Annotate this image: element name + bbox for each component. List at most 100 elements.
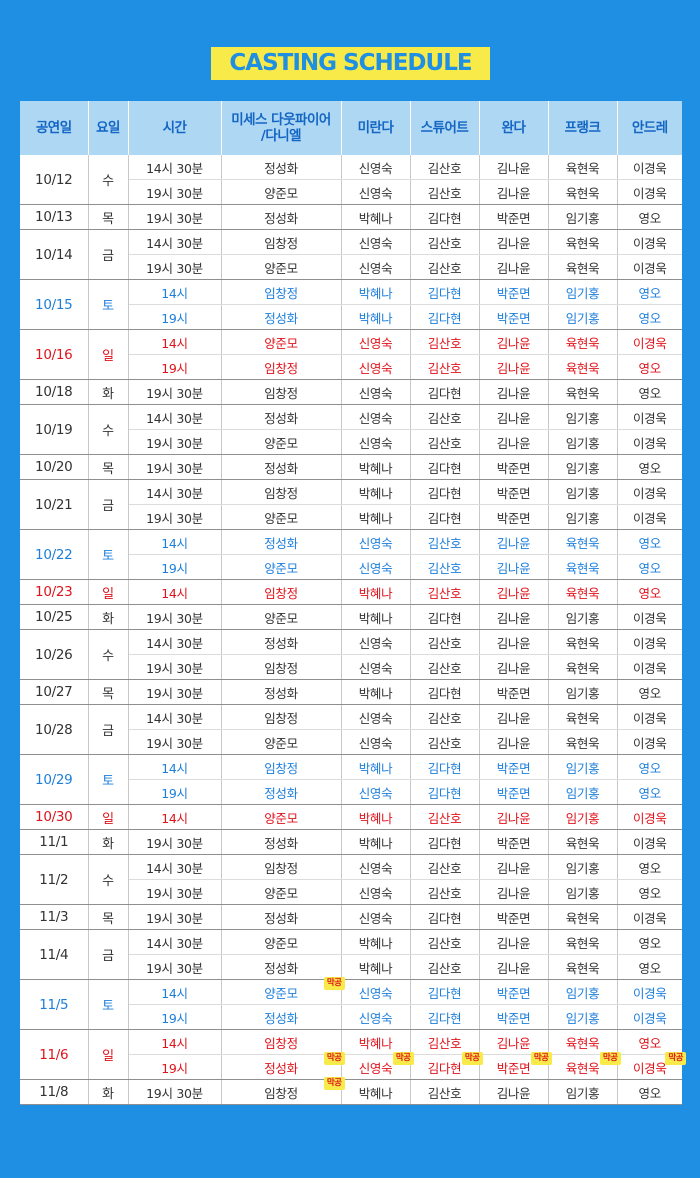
cast-miranda: 박혜나 [341,454,411,480]
performance-time: 19시 [128,1004,222,1030]
cast-wanda: 김나윤 [479,704,549,730]
performance-weekday: 화 [88,1079,129,1105]
cast-name: 박준면 [496,685,531,701]
cast-daniel: 임창정 막공 [221,1077,345,1105]
cast-name: 신영숙 [358,635,393,651]
cast-name: 영오 [638,760,662,776]
cast-wanda: 김나윤 [479,354,549,380]
cast-name: 양준모 [264,335,298,351]
performance-date: 10/25 [20,604,89,630]
performance-date: 10/15 [20,279,89,330]
performance-date: 10/28 [20,704,89,755]
cast-andre: 영오 [617,279,682,305]
cast-andre: 이경욱 [617,804,682,830]
cast-name: 임창정 [264,585,298,601]
cast-name: 박혜나 [358,1035,393,1051]
performance-time: 19시 30분 [128,679,222,705]
cast-name: 박혜나 [358,760,393,776]
cast-name: 양준모 [264,560,298,576]
cast-name: 영오 [638,1085,662,1101]
cast-name: 임기홍 [565,435,600,451]
cast-daniel: 임창정 [221,654,342,680]
cast-frank: 임기홍 [548,779,618,805]
cast-name: 김다현 [427,510,462,526]
cast-name: 신영숙 [358,660,393,676]
cast-stuart: 김다현 [410,779,480,805]
cast-stuart: 김산호 [410,329,480,355]
cast-stuart: 김다현 막공 [410,1052,483,1080]
cast-name: 정성화 [264,1010,298,1026]
cast-name: 김다현 [427,910,462,926]
cast-daniel: 임창정 [221,754,342,780]
cast-miranda: 신영숙 [341,779,411,805]
cast-frank: 육현욱 [548,379,618,405]
cast-wanda: 김나윤 [479,1029,549,1055]
cast-frank: 육현욱 [548,1029,618,1055]
cast-wanda: 박준면 [479,829,549,855]
cast-name: 김산호 [427,535,462,551]
cast-name: 김나윤 [496,410,531,426]
cast-stuart: 김산호 [410,354,480,380]
cast-miranda: 신영숙 [341,629,411,655]
cast-name: 영오 [638,360,662,376]
cast-name: 신영숙 [358,710,393,726]
cast-name: 영오 [638,860,662,876]
schedule-row: 10/20 목 19시 30분 정성화 박혜나 김다현 박준면 임기홍 영오 [20,454,682,480]
cast-name: 영오 [638,210,662,226]
cast-name: 육현욱 [565,835,600,851]
table-header: 공연일 요일 시간 미세스 다웃파이어/다니엘 미란다 스튜어트 완다 프랭크 안드레 [20,101,682,155]
cast-name: 정성화 [264,210,298,226]
cast-daniel: 양준모 [221,604,342,630]
performance-date: 10/16 [20,329,89,380]
schedule-row: 11/1 화 19시 30분 정성화 박혜나 김다현 박준면 육현욱 이경욱 [20,829,682,855]
cast-name: 신영숙 [358,410,393,426]
cast-name: 김산호 [427,810,462,826]
cast-frank: 임기홍 [548,754,618,780]
cast-frank: 육현욱 [548,654,618,680]
cast-name: 이경욱 [632,410,667,426]
cast-name: 김다현 [427,210,462,226]
cast-name: 신영숙 [358,1060,393,1076]
cast-stuart: 김다현 [410,204,480,230]
cast-miranda: 박혜나 [341,579,411,605]
performance-date: 10/26 [20,629,89,680]
cast-daniel: 양준모 [221,804,342,830]
schedule-row: 10/16 일 14시 양준모 신영숙 김산호 김나윤 육현욱 이경욱 [20,329,682,380]
performance-date: 11/8 [20,1079,89,1105]
cast-wanda: 김나윤 [479,229,549,255]
cast-stuart: 김산호 [410,1079,480,1105]
cast-daniel: 정성화 [221,155,342,180]
cast-wanda: 박준면 [479,779,549,805]
cast-daniel: 양준모 [221,929,342,955]
cast-name: 이경욱 [632,710,667,726]
cast-wanda: 김나윤 [479,854,549,880]
cast-name: 이경욱 [632,835,667,851]
schedule-row: 11/2 수 14시 30분 임창정 신영숙 김산호 김나윤 임기홍 영오 [20,854,682,905]
cast-name: 신영숙 [358,335,393,351]
cast-name: 육현욱 [565,585,600,601]
cast-daniel: 임창정 [221,704,342,730]
schedule-row: 10/13 목 19시 30분 정성화 박혜나 김다현 박준면 임기홍 영오 [20,204,682,230]
cast-name: 이경욱 [632,235,667,251]
cast-wanda: 김나윤 [479,654,549,680]
cast-frank: 육현욱 [548,579,618,605]
cast-frank: 육현욱 [548,179,618,205]
cast-daniel: 정성화 [221,829,342,855]
cast-name: 임창정 [264,385,298,401]
cast-stuart: 김다현 [410,904,480,930]
performance-date: 10/21 [20,479,89,530]
schedule-row: 19시 30분 양준모 신영숙 김산호 김나윤 육현욱 이경욱 [20,179,682,205]
cast-wanda: 김나윤 [479,879,549,905]
cast-name: 임기홍 [565,410,600,426]
cast-frank: 임기홍 [548,979,618,1005]
cast-andre: 이경욱 막공 [617,1052,686,1080]
cast-name: 임기홍 [565,1010,600,1026]
schedule-row: 19시 30분 양준모 신영숙 김산호 김나윤 육현욱 이경욱 [20,729,682,755]
schedule-row: 10/22 토 14시 정성화 신영숙 김산호 김나윤 육현욱 영오 [20,529,682,580]
cast-name: 박혜나 [358,285,393,301]
cast-name: 이경욱 [632,335,667,351]
cast-name: 육현욱 [565,935,600,951]
performance-time: 19시 30분 [128,954,222,980]
cast-frank: 육현욱 [548,254,618,280]
performance-weekday: 일 [88,804,129,830]
